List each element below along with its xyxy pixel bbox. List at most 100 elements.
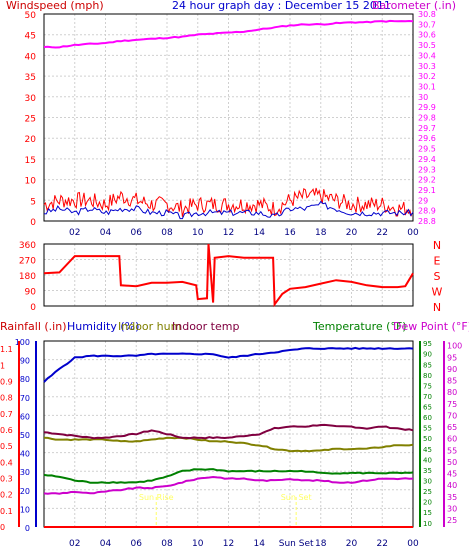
x-tick-label: 12 [223,228,234,238]
barometer-line [43,19,414,49]
x-tick-label-bottom: 02 [69,539,80,549]
sunrise-label: Sun Rise [139,493,174,502]
x-tick-label-bottom: 22 [377,539,388,549]
indoor-temp-label: Indoor temp [172,320,239,333]
dewpoint-tick-label: 65 [447,423,457,432]
dewpoint-tick-label: 85 [447,377,457,386]
humidity-tick-label: 90 [20,357,30,366]
barometer-tick-label: 30.1 [418,82,436,91]
temperature-tick-label: 15 [423,509,432,517]
dewpoint-tick-label: 80 [447,388,457,397]
barometer-tick-label: 30.2 [418,72,436,81]
dewpoint-tick-label: 40 [447,481,457,490]
barometer-tick-label: 29.9 [418,103,436,112]
barometer-tick-label: 29.4 [418,155,436,164]
x-tick-label-bottom: 20 [346,539,358,549]
temperature-tick-label: 75 [423,382,432,390]
humidity-tick-label: 0 [25,524,30,533]
humidity-axis-label: Humidity (%) [67,320,139,333]
direction-tick-label: 360 [19,241,36,251]
barometer-tick-label: 29.5 [418,145,436,154]
wind-speed-line [43,200,414,220]
temperature-tick-label: 45 [423,446,432,454]
rainfall-axis-label: Rainfall (.in) [0,320,67,333]
dewpoint-tick-label: 50 [447,458,457,467]
dewpoint-tick-label: 55 [447,446,457,455]
barometer-tick-label: 28.9 [418,207,436,216]
wind-tick-label: 5 [30,197,36,207]
x-tick-label-bottom: 10 [192,539,204,549]
dewpoint-tick-label: 95 [447,353,457,362]
x-tick-label-bottom: 14 [254,539,266,549]
barometer-tick-label: 29.2 [418,176,436,185]
temperature-tick-label: 55 [423,425,432,433]
barometer-tick-label: 30.4 [418,51,436,60]
wind-tick-label: 45 [25,32,36,42]
rain-tick-label: 0.2 [0,491,13,500]
dewpoint-line [43,475,414,495]
rain-tick-label: 0.7 [0,410,13,419]
barometer-axis-label: Barometer (.in) [372,0,456,12]
rain-tick-label: 0.1 [0,507,13,516]
indoor-humidity-line [43,436,414,453]
chart-title: 24 hour graph day : December 15 2011 [172,0,391,12]
x-tick-label: 06 [131,228,143,238]
x-tick-label: 14 [254,228,266,238]
x-tick-label-bottom: Sun Set [279,539,314,549]
temperature-tick-label: 35 [423,467,432,475]
dewpoint-tick-label: 70 [447,411,457,420]
dewpoint-tick-label: 75 [447,400,457,409]
humidity-tick-label: 100 [15,338,30,347]
temperature-tick-label: 40 [423,456,432,464]
barometer-tick-label: 29.7 [418,124,436,133]
barometer-tick-label: 30.3 [418,62,436,71]
compass-tick-label: W [432,286,443,299]
temperature-tick-label: 50 [423,435,432,443]
temperature-tick-label: 90 [423,351,432,359]
x-tick-label: 10 [192,228,204,238]
barometer-tick-label: 29 [418,196,428,205]
direction-tick-label: 0 [30,303,36,313]
compass-tick-label: E [434,255,441,268]
temperature-tick-label: 60 [423,414,432,422]
rain-tick-label: 0.6 [0,426,13,435]
indoor-temp-line [43,423,414,440]
humidity-line [43,346,414,383]
x-tick-label: 16 [284,228,296,238]
wind-tick-label: 20 [25,135,37,145]
direction-tick-label: 180 [19,272,36,282]
x-tick-label: 04 [100,228,112,238]
humidity-tick-label: 30 [20,468,30,477]
barometer-tick-label: 30.7 [418,20,436,29]
temperature-tick-label: 70 [423,393,432,401]
barometer-tick-label: 29.8 [418,114,436,123]
rain-tick-label: 0.4 [0,458,13,467]
rain-tick-label: 0 [0,523,5,532]
x-tick-label: 00 [407,228,419,238]
rain-tick-label: 0.9 [0,377,13,386]
dewpoint-axis-label: Dew Point (°F) [393,320,469,333]
wind-tick-label: 50 [25,11,37,21]
rain-tick-label: 1 [0,361,5,370]
x-tick-label: 18 [315,228,327,238]
temperature-tick-label: 80 [423,372,432,380]
compass-tick-label: N [433,239,441,252]
wind-tick-label: 0 [30,218,36,228]
x-tick-label-bottom: 00 [407,539,419,549]
x-tick-label-bottom: 12 [223,539,234,549]
temperature-line [43,468,414,484]
dewpoint-tick-label: 100 [447,342,462,351]
direction-tick-label: 90 [25,288,37,298]
temperature-tick-label: 10 [423,520,432,528]
direction-tick-label: 270 [19,257,36,267]
humidity-tick-label: 80 [20,375,30,384]
rain-tick-label: 1.1 [0,345,13,354]
x-tick-label-bottom: 08 [161,539,173,549]
wind-tick-label: 15 [25,156,36,166]
chart-layer: 0510152025303540455028.828.92929.129.229… [0,10,462,549]
barometer-tick-label: 29.6 [418,134,436,143]
temperature-tick-label: 30 [423,478,432,486]
x-tick-label-bottom: 18 [315,539,327,549]
